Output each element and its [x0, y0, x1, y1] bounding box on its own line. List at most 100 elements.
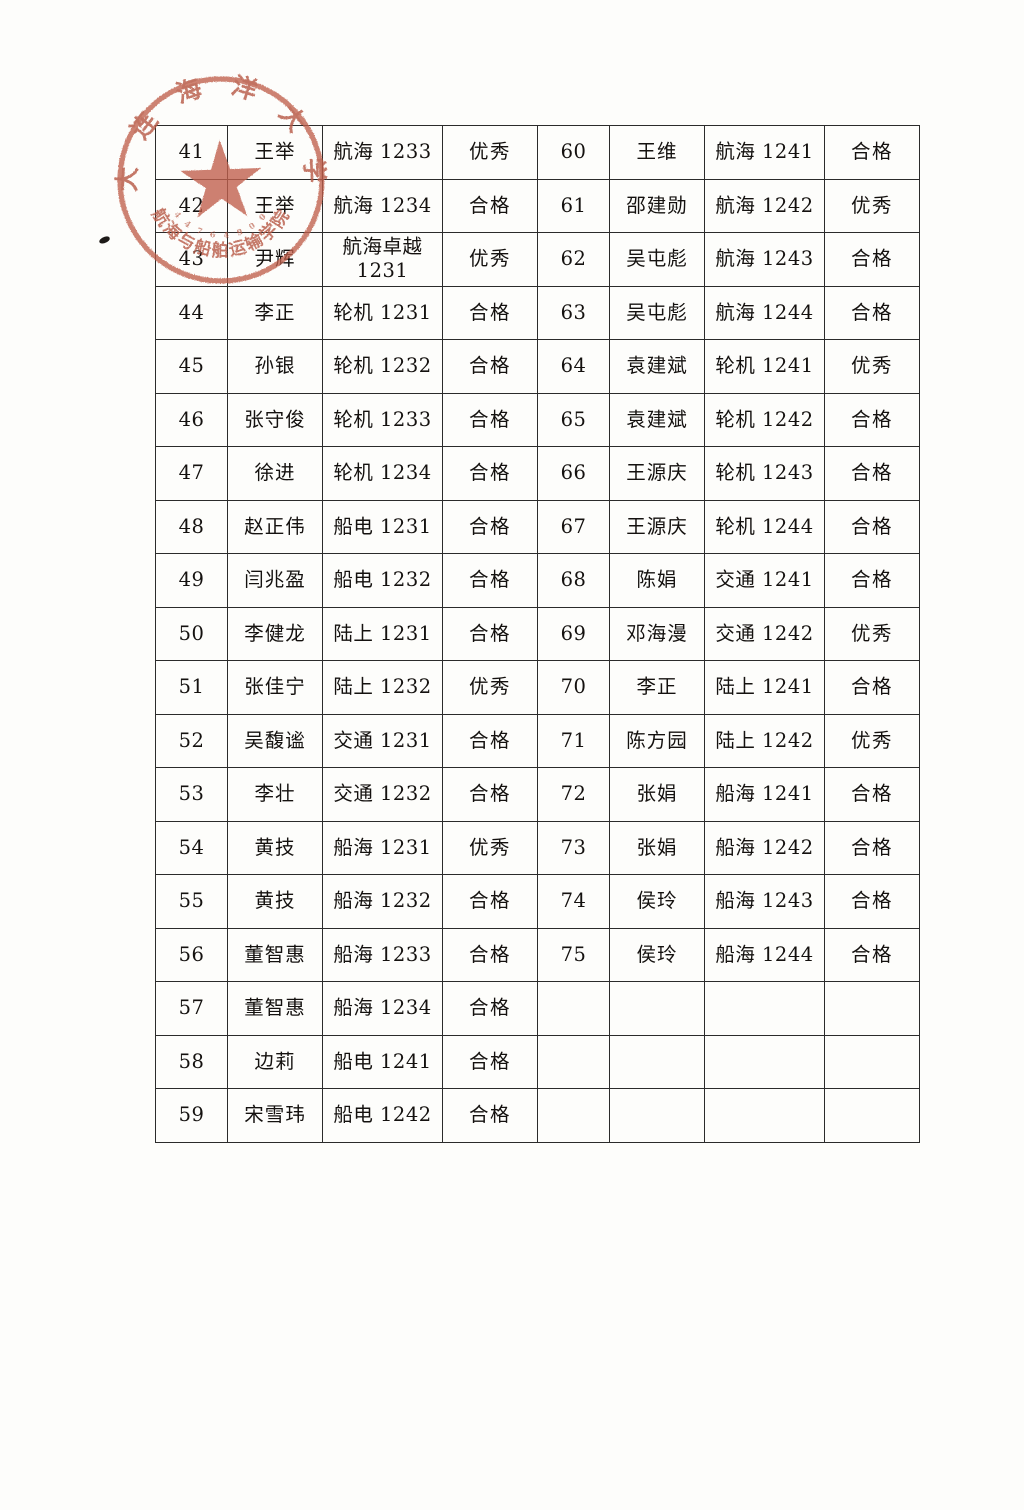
cell-name-right: 张娟 — [609, 820, 705, 875]
cell-index-right: 70 — [537, 660, 610, 715]
cell-index-right: 64 — [537, 339, 610, 394]
cell-index-right: 74 — [537, 874, 610, 929]
cell-class-right: 船海 1244 — [704, 927, 825, 982]
cell-class-left: 船海 1233 — [322, 927, 443, 982]
cell-index-right: 72 — [537, 767, 610, 822]
cell-grade-left: 合格 — [442, 767, 538, 822]
cell-name-right: 张娟 — [609, 767, 705, 822]
cell-class-right: 船海 1241 — [704, 767, 825, 822]
cell-index-left: 56 — [155, 927, 228, 982]
cell-grade-right: 优秀 — [824, 713, 920, 768]
cell-grade-right: 合格 — [824, 874, 920, 929]
cell-class-left: 交通 1231 — [322, 713, 443, 768]
cell-class-right: 轮机 1243 — [704, 446, 825, 501]
cell-grade-left: 合格 — [442, 606, 538, 661]
cell-class-left: 航海 1234 — [322, 178, 443, 233]
cell-grade-right: 合格 — [824, 446, 920, 501]
table-row: 52 吴馥谧 交通 1231 合格 71 陈方园 陆上 1242 优秀 — [155, 713, 920, 768]
cell-class-right: 陆上 1241 — [704, 660, 825, 715]
cell-name-left: 闫兆盈 — [227, 553, 323, 608]
cell-index-right — [537, 1088, 610, 1143]
cell-class-left: 交通 1232 — [322, 767, 443, 822]
cell-class-left: 船海 1231 — [322, 820, 443, 875]
cell-grade-left: 优秀 — [442, 660, 538, 715]
cell-name-right: 吴屯彪 — [609, 285, 705, 340]
table-row: 59 宋雪玮 船电 1242 合格 — [155, 1088, 920, 1143]
cell-name-left: 宋雪玮 — [227, 1088, 323, 1143]
cell-grade-left: 合格 — [442, 285, 538, 340]
cell-grade-left: 合格 — [442, 1034, 538, 1089]
cell-grade-right: 合格 — [824, 927, 920, 982]
cell-name-right: 陈方园 — [609, 713, 705, 768]
table-row: 53 李壮 交通 1232 合格 72 张娟 船海 1241 合格 — [155, 767, 920, 822]
cell-index-right: 60 — [537, 125, 610, 180]
table-row: 58 边莉 船电 1241 合格 — [155, 1034, 920, 1089]
cell-index-left: 44 — [155, 285, 228, 340]
cell-name-right: 邵建勋 — [609, 178, 705, 233]
cell-name-right: 吴屯彪 — [609, 232, 705, 287]
cell-index-right: 66 — [537, 446, 610, 501]
cell-class-right: 交通 1241 — [704, 553, 825, 608]
cell-index-right: 69 — [537, 606, 610, 661]
cell-name-left: 李健龙 — [227, 606, 323, 661]
cell-name-left: 徐进 — [227, 446, 323, 501]
table-row: 49 闫兆盈 船电 1232 合格 68 陈娟 交通 1241 合格 — [155, 553, 920, 608]
table-row: 50 李健龙 陆上 1231 合格 69 邓海漫 交通 1242 优秀 — [155, 606, 920, 661]
cell-grade-left: 合格 — [442, 981, 538, 1036]
cell-index-right: 71 — [537, 713, 610, 768]
cell-class-right: 航海 1244 — [704, 285, 825, 340]
cell-grade-right: 合格 — [824, 499, 920, 554]
cell-index-right: 62 — [537, 232, 610, 287]
cell-class-left: 船海 1232 — [322, 874, 443, 929]
cell-index-right: 75 — [537, 927, 610, 982]
table-row: 43 尹辉 航海卓越 1231 优秀 62 吴屯彪 航海 1243 合格 — [155, 232, 920, 287]
cell-grade-left: 合格 — [442, 1088, 538, 1143]
cell-index-left: 42 — [155, 178, 228, 233]
cell-name-left: 董智惠 — [227, 927, 323, 982]
cell-name-right — [609, 1088, 705, 1143]
cell-grade-left: 合格 — [442, 446, 538, 501]
table-row: 45 孙银 轮机 1232 合格 64 袁建斌 轮机 1241 优秀 — [155, 339, 920, 394]
cell-class-right — [704, 1034, 825, 1089]
cell-name-right: 王源庆 — [609, 446, 705, 501]
cell-index-right — [537, 981, 610, 1036]
cell-index-left: 53 — [155, 767, 228, 822]
cell-class-left: 船电 1231 — [322, 499, 443, 554]
cell-grade-left: 合格 — [442, 553, 538, 608]
cell-grade-right: 优秀 — [824, 178, 920, 233]
cell-index-left: 50 — [155, 606, 228, 661]
cell-class-left: 航海卓越 1231 — [322, 232, 443, 287]
cell-index-left: 43 — [155, 232, 228, 287]
cell-name-left: 尹辉 — [227, 232, 323, 287]
cell-name-left: 边莉 — [227, 1034, 323, 1089]
cell-grade-left: 合格 — [442, 874, 538, 929]
cell-name-right: 侯玲 — [609, 927, 705, 982]
table-row: 44 李正 轮机 1231 合格 63 吴屯彪 航海 1244 合格 — [155, 285, 920, 340]
cell-grade-left: 优秀 — [442, 820, 538, 875]
cell-index-left: 41 — [155, 125, 228, 180]
ink-speck-mark — [98, 235, 111, 245]
table-row: 51 张佳宁 陆上 1232 优秀 70 李正 陆上 1241 合格 — [155, 660, 920, 715]
cell-name-right: 侯玲 — [609, 874, 705, 929]
cell-grade-left: 合格 — [442, 178, 538, 233]
table-row: 56 董智惠 船海 1233 合格 75 侯玲 船海 1244 合格 — [155, 927, 920, 982]
cell-grade-right: 优秀 — [824, 606, 920, 661]
cell-index-right: 61 — [537, 178, 610, 233]
table-row: 41 王举 航海 1233 优秀 60 王维 航海 1241 合格 — [155, 125, 920, 180]
cell-name-left: 李正 — [227, 285, 323, 340]
cell-index-left: 47 — [155, 446, 228, 501]
cell-grade-right: 合格 — [824, 232, 920, 287]
cell-index-left: 49 — [155, 553, 228, 608]
cell-grade-right — [824, 1034, 920, 1089]
cell-index-left: 48 — [155, 499, 228, 554]
table-row: 57 董智惠 船海 1234 合格 — [155, 981, 920, 1036]
cell-grade-left: 合格 — [442, 713, 538, 768]
cell-grade-right: 合格 — [824, 285, 920, 340]
cell-index-left: 52 — [155, 713, 228, 768]
cell-class-left: 轮机 1232 — [322, 339, 443, 394]
cell-index-right: 67 — [537, 499, 610, 554]
cell-grade-right: 优秀 — [824, 339, 920, 394]
cell-class-right: 轮机 1241 — [704, 339, 825, 394]
cell-class-left: 船电 1241 — [322, 1034, 443, 1089]
